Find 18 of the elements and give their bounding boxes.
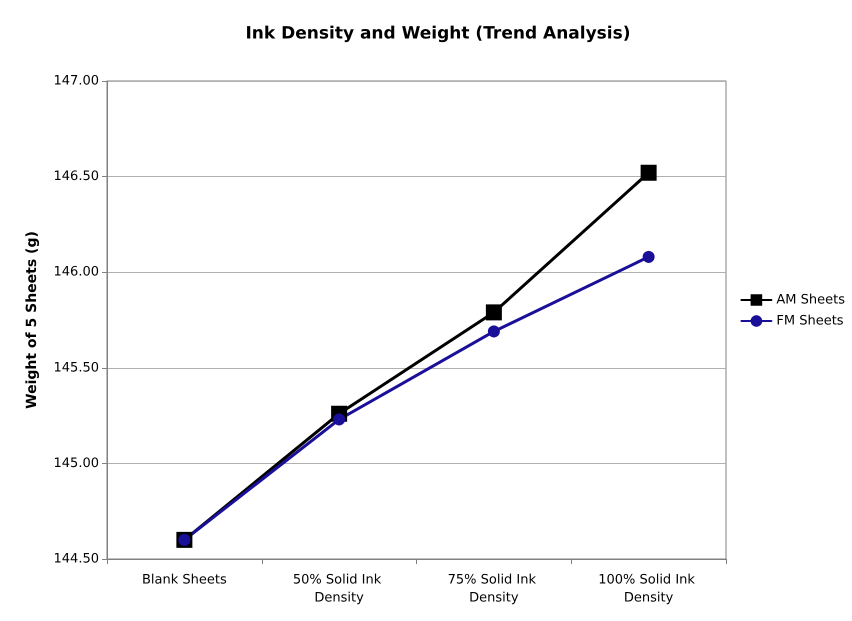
y-tick-label: 144.50 <box>54 552 99 566</box>
x-tick-label: 75% Solid Ink Density <box>448 572 540 606</box>
y-tick-label: 145.50 <box>54 360 99 376</box>
legend-label: AM Sheets <box>776 292 846 308</box>
chart-title: Ink Density and Weight (Trend Analysis) <box>245 24 631 44</box>
x-tick-label: 50% Solid Ink Density <box>292 572 386 606</box>
point <box>640 164 657 181</box>
point <box>642 250 655 263</box>
y-tick-label: 146.50 <box>54 169 99 184</box>
y-tick-label: 145.00 <box>54 456 99 471</box>
point <box>486 304 502 320</box>
x-tick-label: Blank Sheets <box>142 572 227 588</box>
y-tick-label: 146.00 <box>54 264 99 280</box>
y-axis-title: Weight of 5 Sheets (g) <box>24 231 40 409</box>
point <box>488 325 500 338</box>
y-tick-label: 147.00 <box>54 74 99 88</box>
x-tick-label: 100% Solid Ink Density <box>598 572 700 606</box>
legend-label: FM Sheets <box>776 314 844 328</box>
